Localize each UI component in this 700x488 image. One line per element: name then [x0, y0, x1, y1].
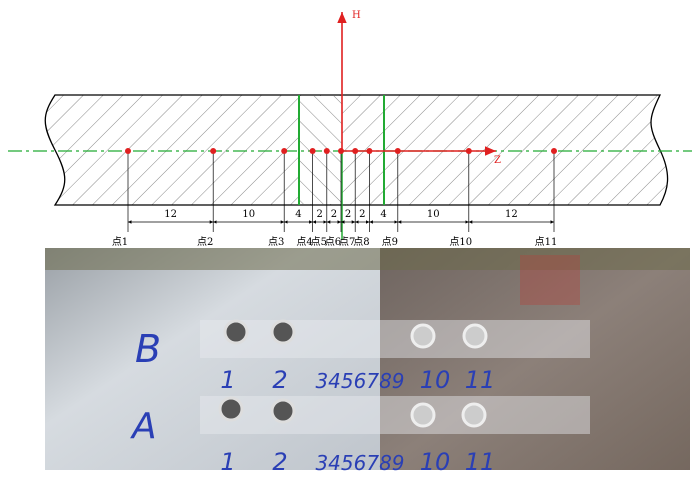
dimension-value: 10: [242, 209, 255, 220]
dimension-value: 10: [427, 209, 440, 220]
point-marker: [395, 148, 401, 154]
photo-number: 10: [420, 448, 451, 476]
photo-number: 11: [465, 366, 496, 394]
row-a-label: A: [130, 406, 157, 447]
photo-number: 2: [272, 366, 287, 394]
photo-number: 3456789: [315, 451, 404, 475]
dimension-value: 4: [380, 209, 386, 220]
plate: [45, 95, 667, 240]
point-marker: [338, 148, 344, 154]
page: H Z 点1点2点3点4点5点6点7点8点9点10点11121042222410…: [0, 0, 700, 488]
point-marker: [466, 148, 472, 154]
h-label: H: [352, 10, 361, 21]
point-label: 点1: [112, 236, 128, 248]
point-label: 点8: [353, 236, 369, 248]
point-marker: [210, 148, 216, 154]
point-label: 点9: [382, 236, 398, 248]
dimension-value: 12: [505, 209, 518, 220]
dimension-value: 12: [164, 209, 177, 220]
photo-number: 3456789: [315, 369, 404, 393]
z-label: Z: [494, 155, 501, 166]
point-marker: [352, 148, 358, 154]
point-label: 点3: [268, 236, 284, 248]
dimension-value: 4: [295, 209, 301, 220]
point-label: 点11: [535, 236, 558, 248]
photo: B A: [45, 248, 690, 470]
dimension-value: 2: [359, 209, 365, 220]
dimension-value: 2: [331, 209, 337, 220]
photo-number: 1: [220, 366, 235, 394]
photo-number: 1: [220, 448, 235, 476]
point-marker: [310, 148, 316, 154]
point-label: 点2: [197, 236, 213, 248]
point-marker: [281, 148, 287, 154]
point-marker: [324, 148, 330, 154]
dimension-value: 2: [345, 209, 351, 220]
point-marker: [125, 148, 131, 154]
photo-number: 10: [420, 366, 451, 394]
dimension-value: 2: [317, 209, 323, 220]
point-marker: [551, 148, 557, 154]
point-marker: [366, 148, 372, 154]
point-label: 点10: [449, 236, 472, 248]
photo-number: 2: [272, 448, 287, 476]
photo-number: 11: [465, 448, 496, 476]
row-b-label: B: [135, 327, 161, 371]
